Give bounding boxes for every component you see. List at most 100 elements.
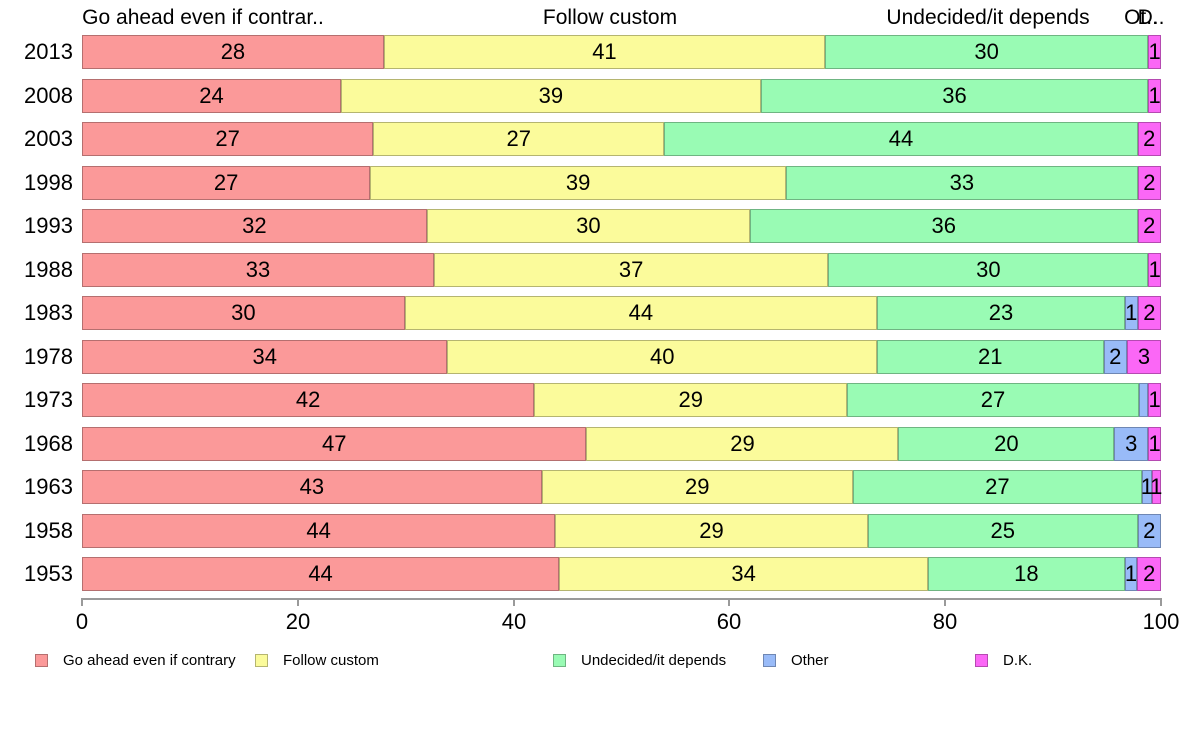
bar-value-label: 29 — [678, 387, 704, 412]
bar-value-label: 28 — [220, 39, 246, 64]
bar-value-label: 1 — [1148, 387, 1161, 412]
bar-segment: 1 — [1124, 296, 1138, 330]
bar-row: 2003 27 27 44 2 — [0, 122, 1161, 156]
legend-label: Go ahead even if contrary — [63, 652, 236, 669]
tick-mark — [944, 598, 946, 606]
tick-label: 40 — [501, 609, 527, 634]
bar-value-label: 1 — [1124, 561, 1138, 586]
bar-segment: 30 — [824, 35, 1149, 69]
bar-segment: 1 — [1148, 426, 1161, 461]
bar-value-label: 23 — [988, 300, 1014, 325]
bar-segment: 39 — [370, 165, 786, 200]
bar-segment: 43 — [82, 470, 542, 504]
bar-value-label: 2 — [1143, 561, 1156, 586]
stacked-bar: 28 41 30 1 — [82, 35, 1161, 69]
bar-row: 1993 32 30 36 2 — [0, 209, 1161, 243]
bar-value-label: 1 — [1148, 39, 1161, 64]
bar-value-label: 2 — [1143, 300, 1156, 325]
bar-value-label: 25 — [990, 517, 1015, 543]
stacked-bar: 44 34 18 1 2 — [82, 557, 1161, 591]
bar-value-label: 42 — [295, 387, 321, 412]
bar-value-label: 44 — [306, 517, 331, 543]
bar-value-label: 1 — [1150, 474, 1163, 499]
bar-row: 2013 28 41 30 1 — [0, 35, 1161, 69]
bar-segment: 1 — [1141, 470, 1153, 504]
bar-value-label: 29 — [684, 474, 710, 499]
legend-label: Undecided/it depends — [581, 652, 727, 669]
bar-segment: 1 — [1150, 470, 1163, 504]
bar-value-label: 40 — [650, 343, 675, 369]
bar-value-label: 36 — [942, 82, 967, 108]
bar-row: 1968 47 29 20 3 1 — [0, 426, 1161, 461]
year-label: 1998 — [24, 169, 73, 195]
tick-mark — [728, 598, 730, 606]
bar-value-label: 30 — [576, 213, 601, 238]
legend-swatch-red — [35, 654, 48, 667]
bar-segment: 1 — [1124, 557, 1138, 591]
legend-label: D.K. — [1003, 652, 1033, 669]
bar-segment: 1 — [1148, 383, 1161, 417]
stacked-bar: 27 39 33 2 — [82, 165, 1161, 200]
bar-segment: 27 — [847, 383, 1139, 417]
bar-segment: 29 — [555, 513, 868, 548]
bar-value-label: 1 — [1125, 300, 1138, 325]
year-label: 2013 — [24, 39, 73, 64]
bar-value-label: 1 — [1148, 430, 1161, 456]
bar-value-label: 2 — [1143, 126, 1156, 151]
year-label: 1958 — [24, 517, 73, 543]
tick-mark — [1160, 598, 1162, 606]
bar-value-label: 34 — [731, 561, 756, 586]
bar-value-label: 27 — [980, 387, 1006, 412]
legend-item-other: Other — [763, 652, 829, 669]
bar-segment: 20 — [898, 426, 1115, 461]
bar-value-label: 18 — [1014, 561, 1039, 586]
bar-value-label: 32 — [242, 213, 267, 238]
bar-value-label: 20 — [994, 430, 1019, 456]
bar-value-label: 43 — [299, 474, 325, 499]
stacked-bar: 34 40 21 2 3 — [82, 339, 1161, 374]
year-label: 1963 — [24, 474, 73, 499]
column-header-go-ahead: Go ahead even if contrar.. — [82, 6, 324, 29]
bar-value-label: 33 — [949, 169, 975, 195]
bar-segment: 1 — [1148, 252, 1162, 287]
bar-value-label: 24 — [199, 82, 224, 108]
bar-segment: 30 — [82, 296, 405, 330]
bar-segment: 27 — [82, 122, 374, 156]
bar-row: 1998 27 39 33 2 — [0, 165, 1161, 200]
bar-value-label: 3 — [1125, 430, 1138, 456]
bar-segment: 29 — [534, 383, 848, 417]
bar-row: 1973 42 29 27 1 — [0, 383, 1161, 417]
bar-segment: 2 — [1137, 209, 1161, 243]
tick-label: 20 — [285, 609, 311, 634]
year-label: 1968 — [24, 430, 73, 456]
year-label: 1953 — [24, 561, 73, 586]
bar-value-label: 2 — [1143, 169, 1156, 195]
bar-segment: 1 — [1148, 78, 1161, 113]
bar-segment: 24 — [82, 78, 342, 113]
stacked-bar: 32 30 36 2 — [82, 209, 1161, 243]
bar-segment: 47 — [82, 426, 587, 461]
bar-value-label: 29 — [699, 517, 724, 543]
year-label: 1978 — [24, 343, 73, 369]
bar-segment: 27 — [852, 470, 1143, 504]
bar-segment: 32 — [82, 209, 427, 243]
stacked-bar: 24 39 36 1 — [82, 78, 1161, 113]
bar-segment: 39 — [341, 78, 761, 113]
legend-swatch-blue — [763, 654, 776, 667]
bar-segment: 27 — [373, 122, 665, 156]
bar-value-label: 39 — [538, 82, 564, 108]
bar-value-label: 44 — [628, 300, 654, 325]
bar-segment: 29 — [586, 426, 899, 461]
legend-swatch-green — [553, 654, 566, 667]
bar-segment: 40 — [447, 339, 878, 374]
bar-segment: 2 — [1137, 557, 1161, 591]
bar-segment: 21 — [877, 339, 1104, 374]
bar-value-label: 47 — [321, 430, 347, 456]
bar-segment: 27 — [82, 165, 371, 200]
stacked-bar: 30 44 23 1 2 — [82, 296, 1161, 330]
year-label: 2003 — [24, 126, 73, 151]
bar-value-label: 3 — [1137, 343, 1151, 369]
bar-segment: 34 — [559, 557, 929, 591]
bar-value-label: 30 — [231, 300, 256, 325]
